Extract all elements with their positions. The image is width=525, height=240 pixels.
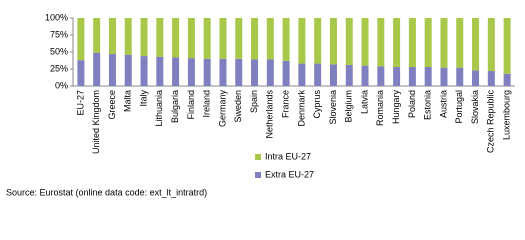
bar-segment bbox=[456, 18, 464, 68]
bar-segment bbox=[361, 65, 369, 86]
chart: Source: Eurostat (online data code: ext_… bbox=[6, 12, 515, 197]
x-tick-label: Cyprus bbox=[312, 90, 322, 119]
x-tick-label: Hungary bbox=[391, 90, 401, 125]
bar-segment bbox=[377, 18, 385, 67]
source-note: Source: Eurostat (online data code: ext_… bbox=[6, 187, 207, 197]
x-tick-label: Czech Republic bbox=[486, 90, 496, 154]
bar-segment bbox=[77, 60, 85, 86]
bar-segment bbox=[172, 57, 180, 86]
bar-segment bbox=[124, 18, 132, 55]
bar-segment bbox=[472, 18, 480, 71]
bar-segment bbox=[93, 18, 101, 53]
x-tick-label: Austria bbox=[438, 90, 448, 118]
bar-segment bbox=[377, 66, 385, 86]
bar-segment bbox=[93, 52, 101, 86]
legend-swatch bbox=[255, 172, 261, 178]
bar-segment bbox=[424, 66, 432, 86]
bar-segment bbox=[172, 18, 180, 58]
x-tick-label: Lithuania bbox=[154, 90, 164, 127]
bar-segment bbox=[266, 18, 274, 60]
bar-segment bbox=[440, 18, 448, 68]
bar-segment bbox=[251, 18, 259, 60]
y-tick-label: 75% bbox=[50, 29, 68, 39]
bar-segment bbox=[282, 60, 290, 86]
bar-segment bbox=[408, 66, 416, 86]
bar-segment bbox=[219, 58, 227, 86]
bar-segment bbox=[156, 18, 164, 57]
bar-segment bbox=[487, 18, 495, 72]
x-tick-label: Portugal bbox=[454, 90, 464, 124]
bar-segment bbox=[282, 18, 290, 61]
x-tick-label: France bbox=[280, 90, 290, 118]
x-tick-label: Netherlands bbox=[265, 90, 275, 139]
x-tick-label: Ireland bbox=[202, 90, 212, 118]
x-tick-label: Finland bbox=[186, 90, 196, 120]
bar-segment bbox=[266, 59, 274, 86]
x-tick-label: Spain bbox=[249, 90, 259, 113]
x-tick-label: EU-27 bbox=[75, 90, 85, 116]
x-tick-label: Germany bbox=[217, 90, 227, 128]
bar-segment bbox=[140, 56, 148, 86]
bar-segment bbox=[345, 64, 353, 86]
bar-segment bbox=[251, 59, 259, 86]
legend-swatch bbox=[255, 154, 261, 160]
bar-segment bbox=[203, 58, 211, 86]
legend-label: Extra EU-27 bbox=[265, 169, 314, 179]
bar-segment bbox=[108, 54, 116, 86]
x-tick-label: Malta bbox=[123, 90, 133, 112]
x-tick-label: Greece bbox=[107, 90, 117, 120]
x-tick-label: Luxembourg bbox=[501, 90, 511, 140]
x-tick-label: Sweden bbox=[233, 90, 243, 123]
y-tick-label: 50% bbox=[50, 46, 68, 56]
bar-segment bbox=[487, 71, 495, 86]
x-tick-label: Italy bbox=[138, 90, 148, 107]
bar-segment bbox=[187, 58, 195, 86]
bar-segment bbox=[424, 18, 432, 67]
bar-segment bbox=[393, 66, 401, 86]
bar-segment bbox=[219, 18, 227, 59]
bar-segment bbox=[472, 70, 480, 86]
bar-segment bbox=[361, 18, 369, 66]
x-tick-label: United Kingdom bbox=[91, 90, 101, 154]
bar-segment bbox=[329, 64, 337, 86]
x-tick-label: Romania bbox=[375, 90, 385, 126]
x-tick-label: Slovenia bbox=[328, 90, 338, 125]
bar-segment bbox=[298, 63, 306, 86]
bar-segment bbox=[156, 56, 164, 86]
bar-segment bbox=[393, 18, 401, 67]
x-tick-label: Poland bbox=[407, 90, 417, 118]
bar-segment bbox=[408, 18, 416, 67]
x-tick-label: Belgium bbox=[344, 90, 354, 123]
y-tick-label: 25% bbox=[50, 63, 68, 73]
bar-segment bbox=[298, 18, 306, 64]
bar-segment bbox=[235, 58, 243, 86]
x-tick-label: Estonia bbox=[423, 90, 433, 120]
bar-segment bbox=[456, 67, 464, 86]
bar-segment bbox=[329, 18, 337, 65]
bar-segment bbox=[203, 18, 211, 59]
y-tick-label: 100% bbox=[45, 12, 68, 22]
legend-label: Intra EU-27 bbox=[265, 151, 311, 161]
y-tick-label: 0% bbox=[55, 80, 68, 90]
bar-segment bbox=[235, 18, 243, 59]
x-tick-label: Denmark bbox=[296, 90, 306, 127]
bar-segment bbox=[187, 18, 195, 59]
bar-segment bbox=[77, 18, 85, 61]
bar-segment bbox=[140, 18, 148, 57]
bar-segment bbox=[440, 67, 448, 86]
x-tick-label: Slovakia bbox=[470, 90, 480, 124]
bar-segment bbox=[314, 63, 322, 86]
x-tick-label: Bulgaria bbox=[170, 90, 180, 123]
bar-segment bbox=[108, 18, 116, 55]
bar-segment bbox=[503, 18, 511, 74]
bar-segment bbox=[314, 18, 322, 64]
x-tick-label: Latvia bbox=[359, 90, 369, 114]
bar-segment bbox=[345, 18, 353, 65]
bar-segment bbox=[124, 54, 132, 86]
bar-segment bbox=[503, 73, 511, 86]
